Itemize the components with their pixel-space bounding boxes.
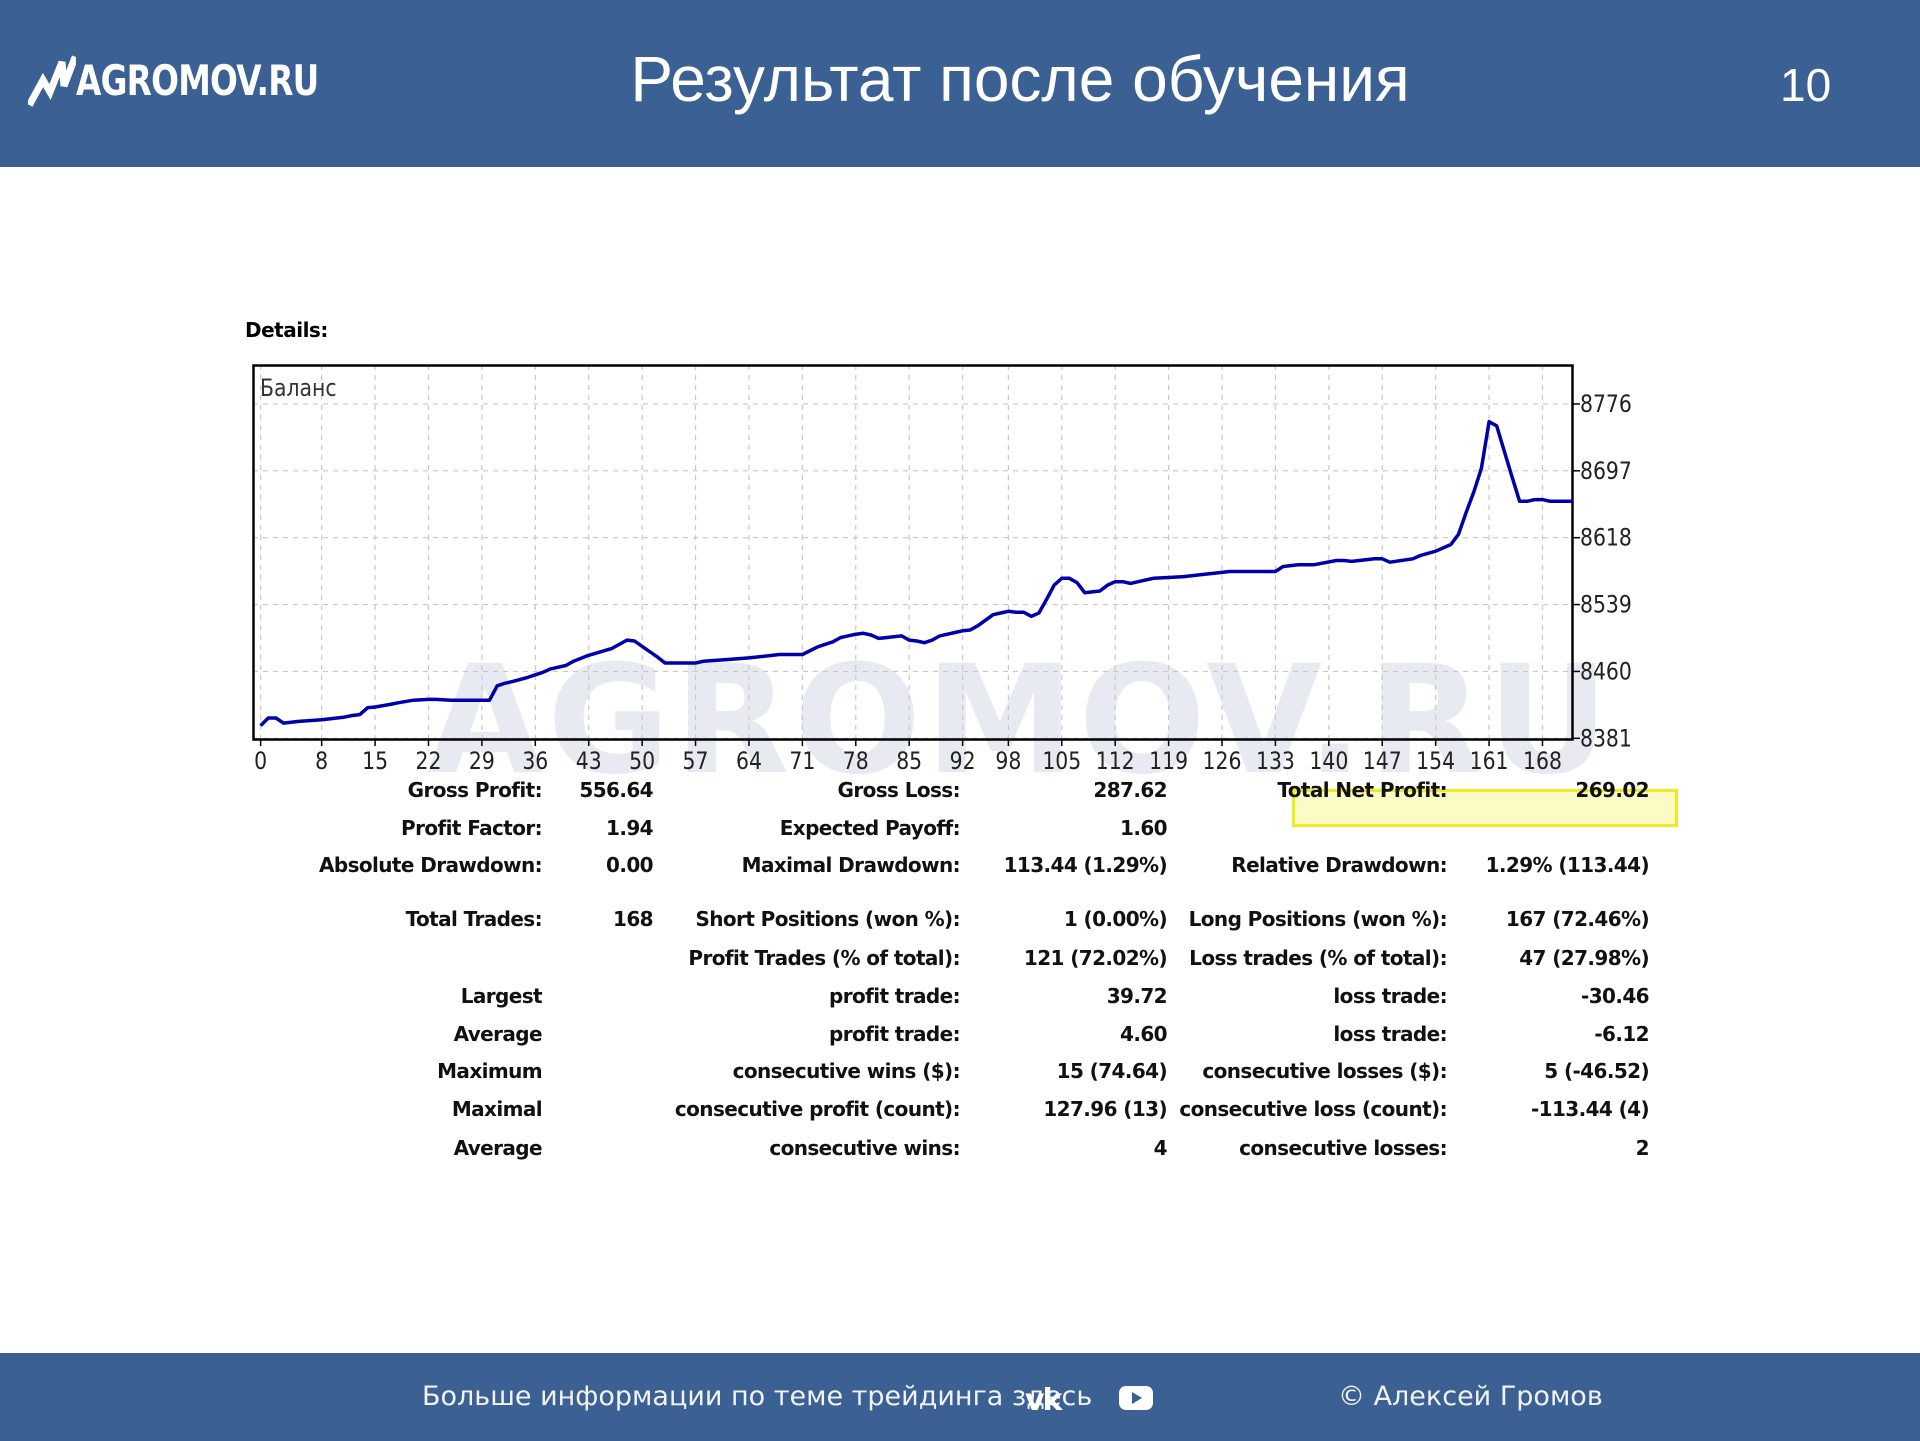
y-tick-label: 8697: [1580, 457, 1632, 485]
stat-c1-label: Average: [453, 1022, 543, 1046]
slide-header: AGROMOV.RU Результат после обучения 10: [0, 0, 1920, 167]
x-tick-label: 126: [1203, 747, 1242, 775]
y-tick-label: 8539: [1580, 591, 1632, 619]
x-tick-label: 133: [1256, 747, 1295, 775]
watermark: AGROMOV.RU: [427, 634, 1613, 800]
stat-c2-value: 121 (72.02%): [1023, 946, 1168, 970]
x-tick-label: 161: [1470, 747, 1509, 775]
stat-c2-value: 113.44 (1.29%): [1003, 853, 1168, 877]
x-tick-label: 64: [736, 747, 762, 775]
x-tick-label: 0: [254, 747, 267, 775]
stat-c3-label: consecutive loss (count):: [1179, 1097, 1447, 1121]
stat-c2-label: Profit Trades (% of total):: [688, 946, 960, 970]
x-tick-label: 119: [1149, 747, 1188, 775]
stat-c1-value: 0.00: [606, 853, 654, 877]
stat-c2-value: 4.60: [1120, 1022, 1168, 1046]
stat-c2-label: profit trade:: [829, 984, 961, 1008]
stat-c2-value: 1 (0.00%): [1063, 907, 1168, 931]
x-tick-label: 112: [1096, 747, 1135, 775]
stat-c1-value: 1.94: [606, 816, 654, 840]
x-tick-label: 154: [1416, 747, 1455, 775]
copyright: © Алексей Громов: [1338, 1381, 1603, 1412]
stat-c3-value: -30.46: [1581, 984, 1650, 1008]
stat-c1-label: Profit Factor:: [401, 816, 543, 840]
stat-c3-label: Long Positions (won %):: [1188, 907, 1448, 931]
stat-c2-value: 4: [1153, 1136, 1168, 1160]
details-label: Details:: [245, 318, 328, 342]
y-tick-label: 8460: [1580, 658, 1632, 686]
stat-c1-label: Absolute Drawdown:: [318, 853, 543, 877]
x-tick-label: 57: [683, 747, 709, 775]
slide-title: Результат после обучения: [630, 43, 1410, 115]
balance-line: [259, 419, 1573, 727]
x-tick-label: 15: [362, 747, 388, 775]
stat-c3-label: loss trade:: [1333, 1022, 1447, 1046]
x-tick-label: 78: [843, 747, 869, 775]
stat-c2-label: consecutive profit (count):: [674, 1097, 961, 1121]
stat-c1-label: Average: [453, 1136, 543, 1160]
stat-c3-value: 5 (-46.52): [1544, 1059, 1649, 1083]
stat-c3-label: consecutive losses:: [1239, 1136, 1447, 1160]
stat-c2-label: Expected Payoff:: [779, 816, 961, 840]
vk-icon[interactable]: vk: [1025, 1383, 1062, 1418]
stat-c1-value: 168: [613, 907, 654, 931]
x-tick-label: 50: [629, 747, 655, 775]
stat-c1-label: Total Trades:: [405, 907, 543, 931]
youtube-icon[interactable]: [1118, 1385, 1154, 1411]
stat-c2-label: profit trade:: [829, 1022, 961, 1046]
stat-c1-label: Maximum: [437, 1059, 542, 1083]
stat-c3-value: 167 (72.46%): [1505, 907, 1650, 931]
stat-c3-value: 47 (27.98%): [1519, 946, 1649, 970]
x-tick-label: 43: [576, 747, 602, 775]
stat-c3-label: Relative Drawdown:: [1231, 853, 1447, 877]
stat-c3-label: loss trade:: [1333, 984, 1447, 1008]
x-tick-label: 140: [1309, 747, 1348, 775]
x-axis: 0 8 15 22 29 36 43 50 57 64 71 78 85 92 98 105 112 119 126…: [254, 740, 1562, 775]
balance-chart: AGROMOV.RU Баланс 0 8 15 22 29 36 43 50 57 64 71 78…: [252, 364, 1632, 800]
x-tick-label: 29: [469, 747, 495, 775]
y-tick-label: 8618: [1580, 524, 1632, 552]
legend-label: Баланс: [260, 374, 337, 402]
stat-c2-label: consecutive wins ($):: [732, 1059, 961, 1083]
x-tick-label: 98: [995, 747, 1021, 775]
stat-c3-value: -113.44 (4): [1530, 1097, 1650, 1121]
logo-text: AGROMOV.RU: [76, 55, 319, 105]
x-tick-label: 8: [315, 747, 328, 775]
stat-c2-value: 127.96 (13): [1043, 1097, 1167, 1121]
x-tick-label: 22: [416, 747, 442, 775]
x-tick-label: 105: [1042, 747, 1081, 775]
y-tick-label: 8381: [1580, 725, 1632, 753]
total-net-profit-highlight: [1292, 789, 1678, 827]
stat-c2-label: Maximal Drawdown:: [741, 853, 961, 877]
stat-c1-label: Largest: [460, 984, 543, 1008]
stat-c3-value: 2: [1635, 1136, 1650, 1160]
stat-c2-label: Short Positions (won %):: [695, 907, 960, 931]
stat-c3-value: 1.29% (113.44): [1485, 853, 1650, 877]
x-tick-label: 36: [522, 747, 548, 775]
stat-c2-label: consecutive wins:: [769, 1136, 960, 1160]
stat-c2-value: 1.60: [1120, 816, 1168, 840]
chart-grid: [253, 365, 1573, 740]
x-tick-label: 168: [1523, 747, 1562, 775]
y-tick-label: 8776: [1580, 390, 1632, 418]
stat-c2-value: 15 (74.64): [1056, 1059, 1168, 1083]
slide-footer: Больше информации по теме трейдинга здес…: [0, 1353, 1920, 1441]
logo-bolt-icon: [28, 55, 76, 107]
x-tick-label: 85: [896, 747, 922, 775]
y-axis: 8381 8460 8539 8618 8697 8776: [1573, 390, 1632, 753]
stat-c2-value: 39.72: [1106, 984, 1168, 1008]
logo: AGROMOV.RU: [28, 50, 387, 110]
x-tick-label: 71: [789, 747, 815, 775]
x-tick-label: 92: [950, 747, 976, 775]
stat-c3-value: -6.12: [1594, 1022, 1649, 1046]
stat-c3-label: Loss trades (% of total):: [1189, 946, 1447, 970]
footer-text: Больше информации по теме трейдинга здес…: [422, 1381, 1093, 1412]
stat-c1-label: Maximal: [451, 1097, 543, 1121]
x-tick-label: 147: [1363, 747, 1402, 775]
plot-frame: [252, 364, 1574, 741]
stat-c3-label: consecutive losses ($):: [1202, 1059, 1447, 1083]
page-number: 10: [1780, 59, 1832, 111]
